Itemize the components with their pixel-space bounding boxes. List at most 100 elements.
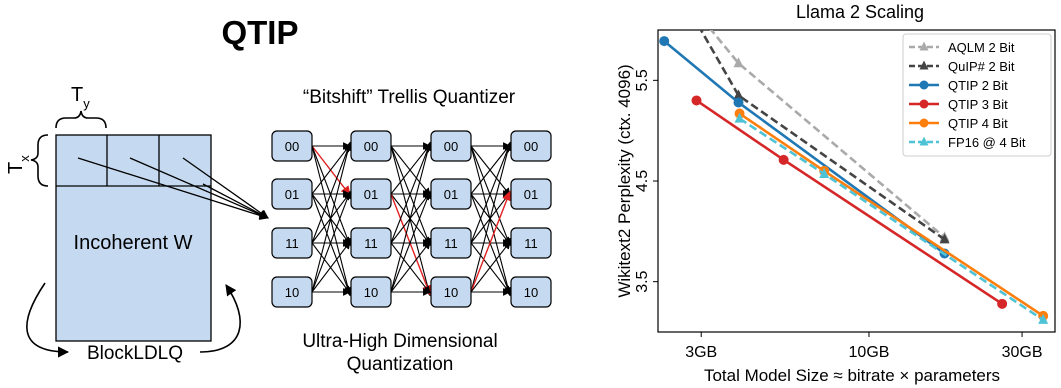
caption-line2: Quantization	[347, 354, 454, 375]
trellis-state-label: 00	[285, 139, 299, 154]
trellis-edge	[470, 144, 511, 195]
qtip-diagram: QTIP Ty Tx Incoherent W BlockLDLQ “Bitsh…	[5, 14, 552, 375]
trellis-state-node: 01	[430, 178, 472, 210]
trellis-state-label: 01	[444, 187, 458, 202]
trellis-edge	[390, 242, 431, 294]
trellis-state-box	[510, 276, 552, 308]
data-point	[819, 167, 830, 178]
chart-series	[659, 0, 1049, 324]
trellis-state-label: 10	[524, 285, 538, 300]
trellis-state-box	[350, 227, 392, 259]
llama2-scaling-chart: Llama 2 Scaling 3GB 10GB 30GB 3.5 4.5 5.5 Tot…	[615, 0, 1056, 385]
trellis-state-label: 00	[524, 139, 538, 154]
trellis-state-node: 11	[350, 227, 392, 259]
trellis-state-box	[350, 178, 392, 210]
trellis-state-box	[430, 227, 472, 259]
trellis-state-box	[350, 130, 392, 162]
trellis-edge	[311, 141, 353, 293]
trellis-state-box	[271, 276, 313, 308]
trellis-edge	[390, 145, 432, 247]
trellis-state-box	[430, 178, 472, 210]
legend-entry: FP16 @ 4 Bit	[909, 135, 1026, 150]
caption-line1: Ultra-High Dimensional	[302, 331, 497, 352]
trellis-state-node: 00	[510, 130, 552, 162]
data-point	[919, 136, 929, 146]
tx-label: Tx	[5, 155, 32, 174]
trellis-title: “Bitshift” Trellis Quantizer	[303, 87, 516, 108]
trellis-state-box	[430, 276, 472, 308]
legend-label: QTIP 3 Bit	[948, 97, 1008, 112]
legend-label: QTIP 2 Bit	[948, 78, 1008, 93]
trellis-edge	[470, 145, 511, 196]
trellis-state-box	[510, 227, 552, 259]
data-point	[682, 0, 692, 9]
trellis-state-node: 11	[510, 227, 552, 259]
data-point	[919, 60, 929, 70]
data-point	[733, 97, 744, 108]
trellis-edge	[390, 141, 432, 293]
ty-brace	[55, 110, 107, 129]
y-tick-label: 3.5	[634, 270, 651, 292]
trellis-state-node: 10	[350, 276, 392, 308]
data-point	[778, 154, 789, 165]
trellis-state-node: 11	[430, 227, 472, 259]
data-point	[919, 41, 929, 51]
legend-entry: QTIP 4 Bit	[909, 116, 1008, 131]
ty-label-main: T	[71, 84, 83, 106]
trellis-edge	[311, 144, 351, 195]
trellis-state-box	[430, 130, 472, 162]
trellis-edge	[390, 144, 431, 195]
trellis-state-node: 00	[430, 130, 472, 162]
trellis-state-label: 11	[444, 236, 458, 251]
trellis-edge	[470, 242, 511, 294]
trellis-state-box	[350, 276, 392, 308]
trellis-state-node: 10	[510, 276, 552, 308]
trellis-state-label: 10	[444, 285, 458, 300]
legend-label: QTIP 4 Bit	[948, 116, 1008, 131]
chart-legend: AQLM 2 Bit QuIP# 2 Bit QTIP 2 Bit QTIP 3 Bi…	[902, 33, 1052, 157]
diagram-title: QTIP	[221, 14, 298, 51]
block-arrow	[77, 157, 269, 220]
trellis-state-label: 01	[285, 187, 299, 202]
legend-entry: QTIP 2 Bit	[909, 78, 1008, 93]
trellis-edge	[311, 145, 353, 297]
trellis-state-node: 10	[430, 276, 472, 308]
trellis-state-label: 00	[444, 139, 458, 154]
trellis-edge	[311, 142, 352, 244]
y-axis-label: Wikitext2 Perplexity (ctx. 4096)	[615, 64, 634, 297]
data-point	[733, 57, 744, 68]
trellis-state-node: 11	[271, 227, 313, 259]
series-group	[682, 0, 950, 244]
trellis-edge	[470, 193, 512, 296]
data-point	[733, 89, 744, 100]
y-tick-label: 5.5	[634, 69, 651, 91]
trellis-edge	[470, 141, 512, 293]
blockldlq-loop-left	[26, 282, 70, 358]
trellis-path-edge	[390, 193, 432, 296]
trellis-state-label: 00	[364, 139, 378, 154]
trellis-edge	[470, 145, 512, 247]
trellis-edge	[390, 145, 431, 196]
legend-entry: QuIP# 2 Bit	[909, 59, 1015, 74]
trellis-edge	[311, 242, 351, 294]
trellis-edge	[311, 241, 351, 293]
x-tick-label: 3GB	[685, 344, 717, 361]
trellis-state-node: 00	[271, 130, 313, 162]
trellis-path-edge	[311, 145, 351, 196]
trellis-state-label: 01	[364, 187, 378, 202]
trellis-state-node: 00	[350, 130, 392, 162]
trellis-state-node: 01	[350, 178, 392, 210]
x-tick-label: 30GB	[1002, 344, 1043, 361]
trellis-state-box	[271, 130, 313, 162]
data-point	[919, 99, 929, 109]
trellis-state-box	[510, 178, 552, 210]
data-point	[1038, 313, 1049, 324]
x-axis-label: Total Model Size ≈ bitrate × parameters	[704, 366, 1000, 385]
data-point	[734, 112, 745, 123]
trellis-edge	[390, 142, 432, 244]
series-group	[659, 36, 950, 259]
trellis-edge	[470, 241, 511, 293]
trellis-state-node: 10	[271, 276, 313, 308]
trellis-state-box	[510, 130, 552, 162]
tx-label-sub: x	[17, 155, 32, 162]
